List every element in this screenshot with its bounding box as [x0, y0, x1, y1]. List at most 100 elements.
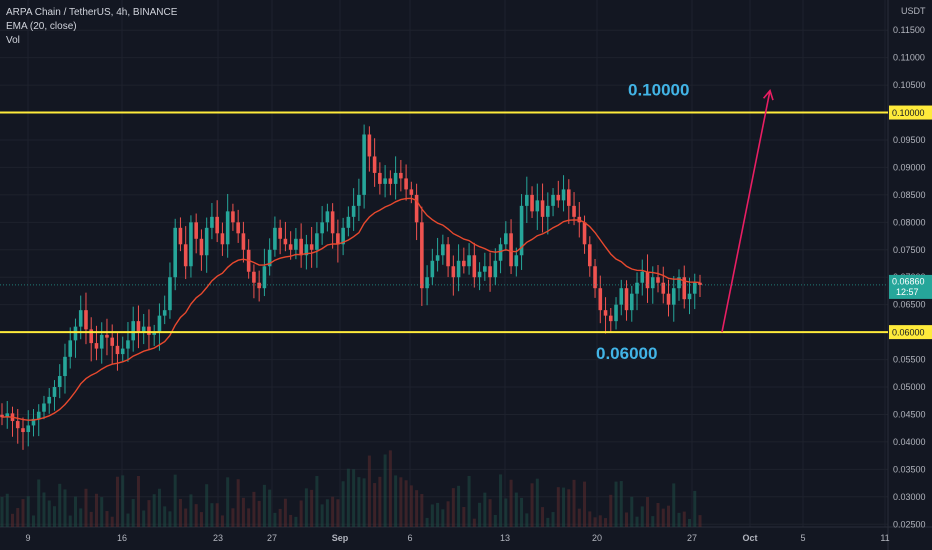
candle-body: [572, 205, 576, 217]
candle-body: [336, 233, 340, 245]
volume-bar: [577, 508, 581, 527]
volume-bar: [121, 475, 125, 527]
volume-bar: [583, 481, 587, 527]
volume-bar: [178, 498, 182, 527]
volume-bar: [231, 508, 235, 527]
candle-body: [645, 271, 650, 289]
candle-body: [362, 134, 366, 195]
volume-bar: [89, 511, 93, 527]
x-tick-label: 27: [267, 533, 277, 543]
candle-body: [530, 194, 534, 212]
candle-body: [236, 222, 240, 234]
currency-label: USDT: [901, 6, 926, 16]
candle-body: [692, 282, 697, 294]
x-tick-label: Oct: [742, 533, 757, 543]
volume-bar: [514, 492, 518, 527]
candle-body: [89, 329, 94, 344]
candle-body: [462, 260, 466, 267]
projection-arrow-head: [762, 88, 774, 101]
volume-bar: [420, 494, 424, 527]
candle-body: [147, 326, 151, 335]
candle-body: [168, 277, 172, 311]
candle-body: [472, 255, 477, 278]
candle-body: [105, 334, 109, 338]
candle-body: [388, 178, 393, 184]
volume-bar: [472, 518, 476, 527]
volume-bar: [509, 479, 513, 527]
volume-bar: [205, 484, 209, 527]
candle-body: [477, 271, 482, 278]
y-tick-label: 0.11000: [893, 53, 925, 63]
volume-bar: [42, 492, 46, 527]
volume-bar: [142, 510, 146, 527]
y-tick-label: 0.05500: [893, 355, 926, 365]
volume-bar: [136, 475, 140, 527]
volume-bar: [535, 478, 539, 527]
volume-bar: [105, 511, 109, 527]
symbol-title[interactable]: ARPA Chain / TetherUS, 4h, BINANCE: [6, 7, 178, 18]
volume-bar: [520, 497, 524, 527]
candle-body: [629, 293, 634, 311]
volume-bar: [299, 500, 303, 527]
candle-body: [698, 282, 702, 285]
candle-body: [304, 244, 309, 256]
candle-body: [488, 266, 492, 278]
volume-histogram: [0, 450, 702, 527]
volume-bar: [682, 511, 686, 527]
candle-body: [608, 315, 613, 322]
candle-body: [582, 222, 587, 245]
candle-body: [309, 244, 314, 250]
volume-bar: [268, 489, 272, 527]
candle-body: [0, 414, 4, 418]
volume-bar: [294, 516, 298, 527]
candle-body: [357, 194, 361, 206]
volume-bar: [194, 504, 198, 527]
chart-legend: ARPA Chain / TetherUS, 4h, BINANCE EMA (…: [6, 6, 177, 48]
volume-bar: [26, 496, 30, 527]
candle-body: [399, 172, 403, 179]
volume-bar: [667, 505, 671, 527]
volume-bar: [173, 474, 177, 527]
volume-bar: [226, 477, 230, 527]
volume-bar: [84, 488, 88, 527]
candle-body: [687, 293, 692, 300]
volume-bar: [394, 475, 398, 527]
volume-bar: [467, 475, 471, 527]
volume-bar: [10, 513, 14, 527]
candle-body: [31, 418, 36, 426]
volume-bar: [651, 516, 655, 527]
candle-body: [682, 277, 687, 300]
y-tick-label: 0.10500: [893, 80, 926, 90]
candle-body: [131, 321, 136, 341]
candle-body: [273, 227, 277, 250]
volume-bar: [619, 481, 623, 527]
candle-body: [110, 337, 115, 346]
volume-bar: [247, 508, 251, 527]
volume-bar: [499, 474, 503, 527]
ema-line: [1, 197, 701, 421]
volume-bar: [436, 502, 440, 527]
candle-body: [656, 277, 660, 283]
volume-bar: [677, 512, 681, 527]
volume-bar: [100, 497, 104, 527]
candle-body: [650, 277, 655, 289]
candle-body: [120, 348, 125, 355]
volume-bar: [425, 517, 429, 527]
ema-legend[interactable]: EMA (20, close): [6, 21, 77, 32]
volume-bar: [126, 513, 130, 527]
volume-bar: [672, 483, 676, 527]
volume-bar: [241, 497, 245, 527]
candle-body: [330, 211, 335, 234]
y-tick-label: 0.08500: [893, 190, 926, 200]
candle-body: [15, 421, 20, 429]
volume-bar: [331, 496, 335, 527]
candle-body: [267, 249, 272, 267]
volume-bar: [388, 450, 392, 527]
volume-legend[interactable]: Vol: [6, 35, 20, 46]
y-tick-label: 0.09000: [893, 162, 926, 172]
volume-bar: [598, 515, 602, 527]
candle-body: [26, 425, 31, 433]
volume-bar: [430, 504, 434, 527]
